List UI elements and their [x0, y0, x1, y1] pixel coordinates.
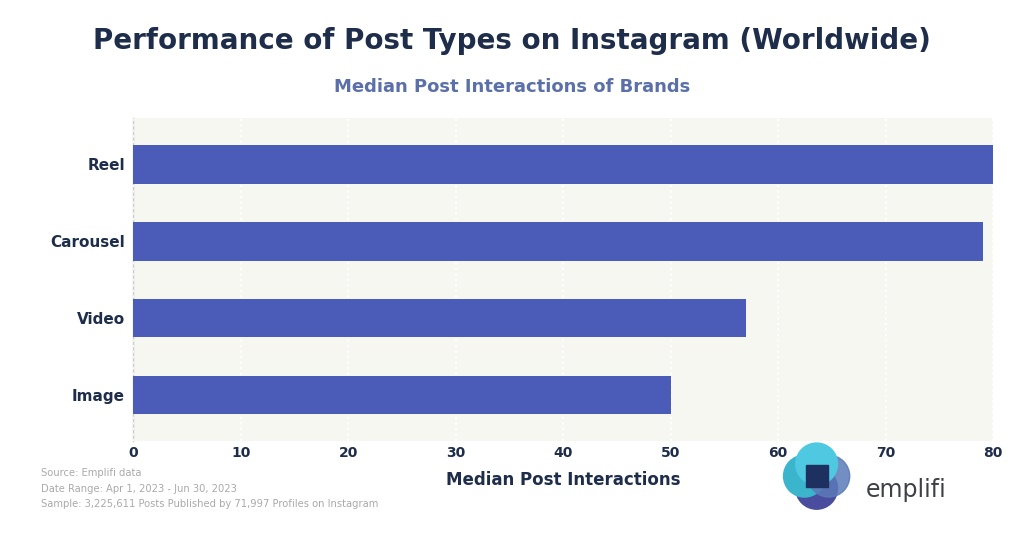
Circle shape	[796, 468, 838, 509]
FancyBboxPatch shape	[806, 465, 827, 487]
X-axis label: Median Post Interactions: Median Post Interactions	[445, 471, 681, 489]
Text: emplifi: emplifi	[865, 478, 946, 501]
Text: Performance of Post Types on Instagram (Worldwide): Performance of Post Types on Instagram (…	[93, 27, 931, 55]
Bar	[133, 222, 983, 260]
Bar	[133, 145, 993, 183]
Circle shape	[783, 455, 825, 497]
Circle shape	[796, 443, 838, 485]
Text: Source: Emplifi data
Date Range: Apr 1, 2023 - Jun 30, 2023
Sample: 3,225,611 Po: Source: Emplifi data Date Range: Apr 1, …	[41, 468, 378, 509]
Circle shape	[808, 455, 850, 497]
Bar	[133, 376, 671, 414]
Text: Median Post Interactions of Brands: Median Post Interactions of Brands	[334, 78, 690, 96]
Bar	[133, 299, 745, 337]
